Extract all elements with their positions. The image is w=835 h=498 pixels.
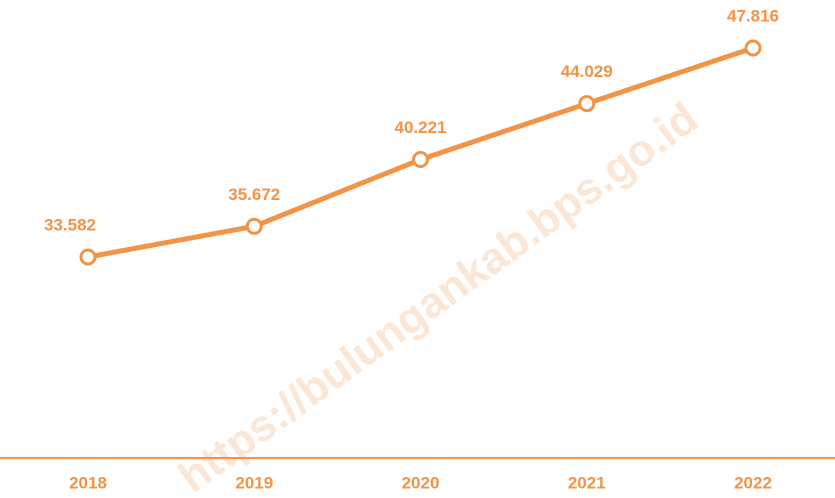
point: [245, 217, 263, 235]
point: [79, 248, 97, 266]
point: [744, 39, 762, 57]
x-tick-label: 2020: [402, 473, 440, 492]
point: [412, 151, 429, 169]
data-label: 40.221: [395, 118, 447, 137]
data-label: 44.029: [561, 62, 613, 81]
data-label: 47.816: [727, 6, 779, 25]
data-label: 35.672: [228, 185, 280, 204]
data-label: 33.582: [44, 215, 96, 234]
x-tick-label: 2019: [235, 473, 273, 492]
x-tick-label: 2018: [69, 473, 107, 492]
point: [578, 95, 596, 113]
x-tick-label: 2022: [734, 473, 772, 492]
x-tick-label: 2021: [568, 473, 606, 492]
